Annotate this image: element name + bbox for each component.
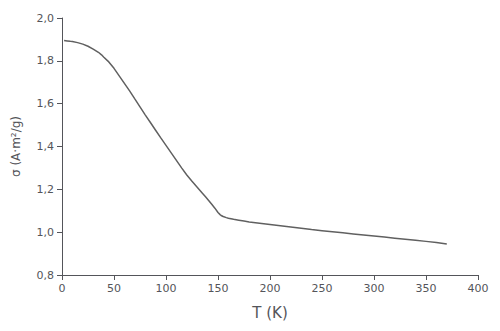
svg-text:T (K): T (K) [251, 304, 287, 322]
svg-text:1,4: 1,4 [37, 140, 55, 153]
svg-text:350: 350 [416, 282, 437, 295]
svg-text:1,8: 1,8 [37, 54, 55, 67]
svg-text:0: 0 [59, 282, 66, 295]
svg-text:0,8: 0,8 [37, 269, 55, 282]
svg-text:1,0: 1,0 [37, 226, 55, 239]
svg-text:250: 250 [312, 282, 333, 295]
svg-text:300: 300 [364, 282, 385, 295]
svg-text:50: 50 [107, 282, 121, 295]
svg-text:100: 100 [156, 282, 177, 295]
svg-text:1,2: 1,2 [37, 183, 55, 196]
svg-text:200: 200 [260, 282, 281, 295]
svg-text:σ (A·m²/g): σ (A·m²/g) [9, 116, 23, 177]
svg-text:400: 400 [468, 282, 489, 295]
svg-text:1,6: 1,6 [37, 97, 55, 110]
svg-text:2,0: 2,0 [37, 12, 55, 25]
svg-text:150: 150 [208, 282, 229, 295]
